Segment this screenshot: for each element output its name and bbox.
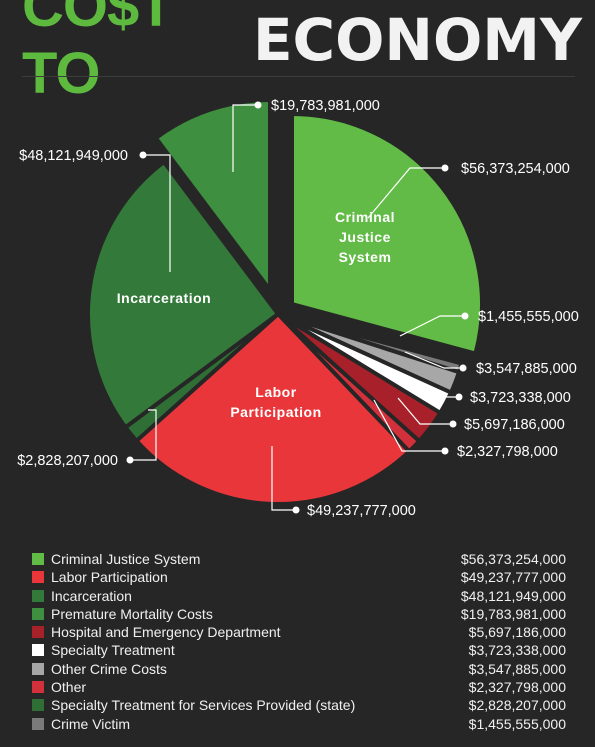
leader-line-crime-victim bbox=[399, 315, 465, 337]
callout-labels: $56,373,254,000 $1,455,555,000 $3,547,885,… bbox=[17, 98, 579, 519]
legend-label: Other Crime Costs bbox=[51, 660, 167, 677]
title-part-cost: CO$T TO bbox=[22, 0, 174, 106]
legend-item: Other Crime Costs $3,547,885,000 bbox=[32, 660, 572, 678]
leader-dot-criminal-justice-system bbox=[441, 164, 449, 172]
data-label-specialty-treatment-for-services-provided-state: $2,828,207,000 bbox=[17, 453, 118, 469]
legend-label: Specialty Treatment for Services Provide… bbox=[51, 697, 356, 714]
data-label-other-crime-costs: $3,547,885,000 bbox=[476, 361, 577, 377]
pie-chart: $56,373,254,000 $1,455,555,000 $3,547,885,… bbox=[17, 97, 579, 519]
leader-line-other-crime-costs bbox=[404, 351, 463, 369]
legend-label: Incarceration bbox=[51, 587, 132, 604]
leader-dot-specialty-treatment bbox=[455, 393, 463, 401]
legend-item: Other $2,327,798,000 bbox=[32, 678, 572, 696]
legend-value: $1,455,555,000 bbox=[468, 715, 566, 732]
legend-swatch bbox=[32, 717, 44, 730]
legend-value: $2,828,207,000 bbox=[468, 697, 566, 714]
legend-label: Specialty Treatment bbox=[51, 642, 175, 659]
leader-dot-other-crime-costs bbox=[459, 364, 467, 372]
leader-dot-crime-victim bbox=[461, 312, 469, 320]
legend-swatch bbox=[32, 626, 44, 639]
legend-label: Premature Mortality Costs bbox=[51, 605, 213, 622]
legend-item: Incarceration $48,121,949,000 bbox=[32, 587, 572, 605]
leader-dot-specialty-treatment-for-services-provided-state bbox=[126, 456, 134, 464]
legend-label: Criminal Justice System bbox=[51, 551, 201, 567]
legend-swatch bbox=[32, 589, 44, 602]
title-divider bbox=[22, 76, 575, 77]
leader-dot-labor-participation bbox=[292, 506, 300, 514]
legend-label: Crime Victim bbox=[51, 715, 131, 732]
legend-swatch bbox=[32, 681, 44, 694]
data-label-specialty-treatment: $3,723,338,000 bbox=[470, 390, 571, 406]
leader-line-hospital-and-emergency-department bbox=[397, 397, 453, 425]
pie-slice-incarceration bbox=[86, 159, 281, 431]
legend-item: Criminal Justice System $56,373,254,000 bbox=[32, 550, 572, 568]
inside-label-criminal-justice: Criminal bbox=[335, 209, 395, 225]
legend-swatch bbox=[32, 571, 44, 584]
legend-value: $49,237,777,000 bbox=[460, 569, 566, 586]
legend-item: Labor Participation $49,237,777,000 bbox=[32, 568, 572, 586]
legend-swatch bbox=[32, 607, 44, 620]
legend-value: $48,121,949,000 bbox=[460, 587, 566, 604]
legend-label: Labor Participation bbox=[51, 569, 168, 586]
legend-label: Hospital and Emergency Department bbox=[51, 624, 281, 641]
inside-label-incarceration: Incarceration bbox=[117, 290, 211, 306]
leader-dot-hospital-and-emergency-department bbox=[449, 420, 457, 428]
pie-slices bbox=[86, 97, 484, 506]
pie-slice-labor-participation bbox=[133, 311, 413, 506]
data-label-crime-victim: $1,455,555,000 bbox=[478, 309, 579, 325]
legend-value: $5,697,186,000 bbox=[468, 624, 566, 641]
leader-line-criminal-justice-system bbox=[367, 167, 445, 219]
legend-item: Specialty Treatment $3,723,338,000 bbox=[32, 641, 572, 659]
legend-swatch bbox=[32, 553, 44, 565]
legend-value: $19,783,981,000 bbox=[460, 605, 566, 622]
data-label-hospital-and-emergency-department: $5,697,186,000 bbox=[464, 417, 565, 433]
data-label-criminal-justice-system: $56,373,254,000 bbox=[461, 161, 570, 177]
legend-item: Crime Victim $1,455,555,000 bbox=[32, 715, 572, 733]
inside-label-labor-participation: Participation bbox=[230, 404, 321, 420]
leader-line-labor-participation bbox=[271, 446, 296, 511]
legend: Criminal Justice System $56,373,254,000 La… bbox=[32, 550, 572, 733]
legend-value: $3,547,885,000 bbox=[468, 660, 566, 677]
data-label-labor-participation: $49,237,777,000 bbox=[307, 503, 416, 519]
legend-swatch bbox=[32, 662, 44, 675]
legend-value: $56,373,254,000 bbox=[460, 551, 566, 567]
legend-value: $3,723,338,000 bbox=[468, 642, 566, 659]
inside-label-criminal-justice: System bbox=[339, 249, 392, 265]
legend-label: Other bbox=[51, 679, 87, 696]
pie-slice-premature-mortality-costs bbox=[153, 97, 272, 296]
leader-line-other bbox=[373, 399, 445, 452]
legend-item: Premature Mortality Costs $19,783,981,000 bbox=[32, 605, 572, 623]
pie-slice-criminal-justice-system bbox=[290, 111, 484, 356]
leader-line-specialty-treatment-for-services-provided-state bbox=[130, 409, 157, 461]
leader-line-specialty-treatment bbox=[407, 377, 459, 398]
data-label-incarceration: $48,121,949,000 bbox=[19, 148, 128, 164]
legend-swatch bbox=[32, 699, 44, 712]
inside-label-criminal-justice: Justice bbox=[339, 229, 391, 245]
leader-dot-incarceration bbox=[139, 151, 147, 159]
data-label-premature-mortality-costs: $19,783,981,000 bbox=[271, 98, 380, 114]
leader-lines bbox=[126, 101, 469, 514]
leader-dot-other bbox=[441, 447, 449, 455]
leader-dot-premature-mortality-costs bbox=[254, 101, 262, 109]
leader-line-incarceration bbox=[143, 154, 171, 272]
inside-label-labor-participation: Labor bbox=[255, 384, 296, 400]
legend-item: Hospital and Emergency Department $5,697,… bbox=[32, 623, 572, 641]
title-part-economy: ECONOMY bbox=[252, 6, 582, 74]
data-label-other: $2,327,798,000 bbox=[457, 444, 558, 460]
inside-labels: Criminal Justice System Labor Participation I… bbox=[117, 209, 395, 420]
page-title: CO$T TO ECONOMY bbox=[22, 0, 582, 106]
legend-value: $2,327,798,000 bbox=[468, 679, 566, 696]
legend-item: Specialty Treatment for Services Provide… bbox=[32, 696, 572, 714]
legend-swatch bbox=[32, 644, 44, 657]
leader-line-premature-mortality-costs bbox=[232, 104, 258, 172]
